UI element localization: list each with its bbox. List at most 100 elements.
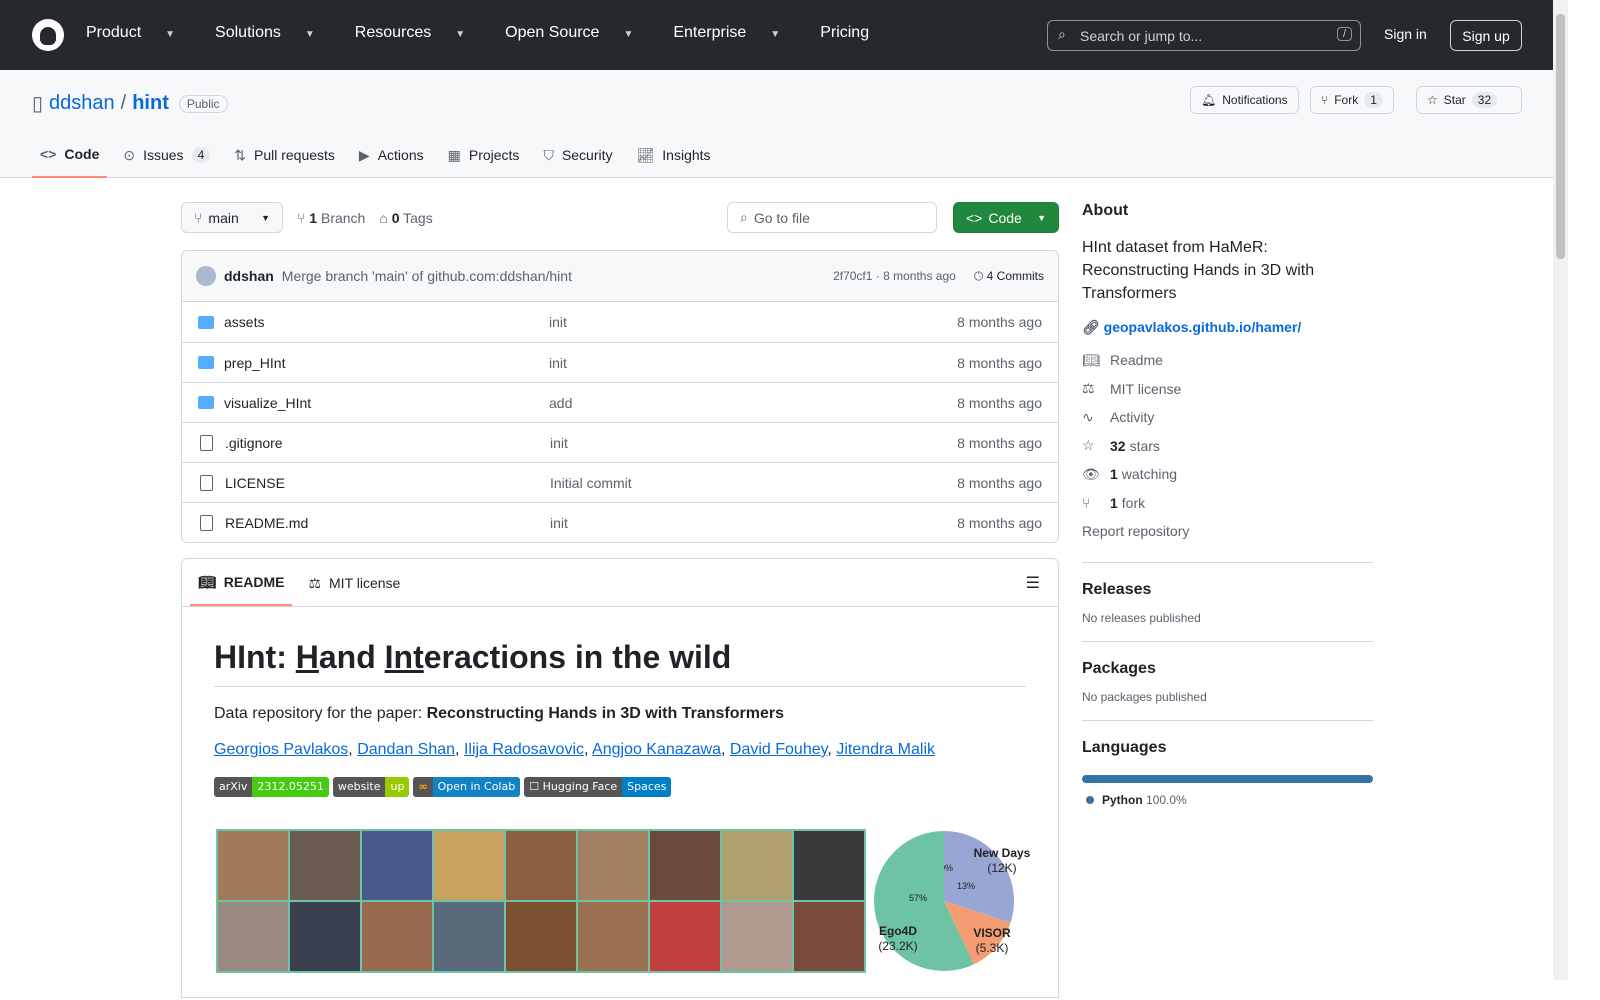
badge[interactable]: arXiv 2312.05251 [214,777,329,797]
author-link[interactable]: David Fouhey [729,741,828,758]
about-fork[interactable]: ⑂ 1 fork [1082,494,1146,511]
tab-license[interactable]: ⚖ MIT license [308,575,401,591]
pie-slice [944,901,1011,965]
report-repository-link[interactable]: Report repository [1082,523,1190,540]
repo-icon: ▯ [32,93,44,115]
author-link[interactable]: Georgios Pavlakos [214,741,349,758]
file-icon [200,434,213,451]
shortcut-key: / [1336,27,1352,41]
nav-1[interactable]: Solutions ▼ [215,24,315,41]
file-row[interactable]: visualize_HInt add 8 months ago [182,382,1058,422]
nav-4[interactable]: Enterprise ▼ [673,24,781,41]
nav-5[interactable]: Pricing [820,24,870,41]
nav-2[interactable]: Resources ▼ [354,24,466,41]
pull-request-icon: ⇅ [234,146,246,163]
nav-0[interactable]: Product ▼ [86,24,176,41]
about-activity[interactable]: ∿ Activity [1082,408,1155,426]
file-name-link[interactable]: README.md [225,514,309,531]
dataset-pie-chart: New Days(12K)30%VISOR(5.3K)13%Ego4D(23.2… [874,831,1031,971]
commits-link[interactable]: 🕓︎ 4 Commits [973,268,1044,283]
tab-projects[interactable]: ▦ Projects [447,146,520,164]
commit-author[interactable]: ddshan [224,268,274,284]
file-name-link[interactable]: assets [224,314,265,330]
about-watching[interactable]: 👁︎ 1 watching [1082,465,1178,483]
file-name-link[interactable]: prep_HInt [224,354,286,371]
about-mit-license[interactable]: ⚖ MIT license [1082,380,1182,397]
about-stars[interactable]: ☆ 32 stars [1082,437,1160,454]
code-dropdown-button[interactable]: <> Code ▼ [953,202,1059,233]
star-count: 32 [1471,92,1498,108]
owner-link[interactable]: ddshan [49,92,115,114]
tab-actions[interactable]: ▶ Actions [358,146,424,164]
commit-message[interactable]: Merge branch 'main' of github.com:ddshan… [281,268,572,284]
branches-link[interactable]: ⑂ 1 Branch [297,209,366,226]
releases-heading[interactable]: Releases [1082,580,1152,598]
search-icon: ⌕ [740,209,748,225]
file-commit-message[interactable]: init [550,514,568,531]
file-name-link[interactable]: visualize_HInt [224,394,312,411]
hand-image [434,902,504,971]
issue-icon: ⊙ [123,146,136,163]
tab-pull-requests[interactable]: ⇅ Pull requests [234,146,335,164]
nav-3[interactable]: Open Source ▼ [505,24,634,41]
author-link[interactable]: Dandan Shan [357,741,456,758]
repo-tabs: <> Code ⊙ Issues 4 ⇅ Pull requests ▶ Actions ▦ Pro… [32,142,727,178]
outline-icon[interactable]: ☰ [1025,574,1040,592]
author-link[interactable]: Angjoo Kanazawa [592,741,721,758]
file-row[interactable]: assets init 8 months ago [182,302,1058,342]
file-commit-message[interactable]: Initial commit [550,474,632,491]
pie-label: New Days [974,846,1031,860]
search-input[interactable]: ⌕ Search or jump to... / [1047,20,1361,51]
go-to-file-input[interactable]: ⌕ Go to file [727,202,937,233]
file-row[interactable]: LICENSE Initial commit 8 months ago [182,462,1058,502]
author-link[interactable]: Jitendra Malik [836,741,936,758]
folder-icon [198,356,214,369]
file-name-link[interactable]: LICENSE [225,474,285,491]
commit-sha-time[interactable]: 2f70cf1 · 8 months ago [833,269,956,283]
star-button[interactable]: ☆ Star 32 [1416,86,1522,114]
badge[interactable]: ☐ Hugging Face Spaces [524,777,672,797]
file-row[interactable]: .gitignore init 8 months ago [182,422,1058,462]
author-link[interactable]: Ilija Radosavovic [463,741,584,758]
file-commit-message[interactable]: init [549,314,567,330]
releases-empty: No releases published [1082,610,1201,625]
repo-name-link[interactable]: hint [132,92,169,114]
sign-in-link[interactable]: Sign in [1384,26,1427,42]
packages-heading[interactable]: Packages [1082,659,1156,677]
file-commit-message[interactable]: init [549,354,567,371]
file-row[interactable]: README.md init 8 months ago [182,502,1058,542]
hand-image [794,831,864,900]
tab-security[interactable]: ⛉ Security [543,146,613,164]
main-content: ⑂ main ▼ ⑂ 1 Branch ⌂ 0 Tags ⌕ Go to file <… [181,202,1059,998]
avatar[interactable] [196,266,216,286]
readme-title: HInt: Hand Interactions in the wild [214,639,1026,687]
scrollbar[interactable] [1553,0,1568,980]
issue-count: 4 [191,147,211,163]
hand-image [362,902,432,971]
book-icon: 📖︎ [198,574,216,590]
sign-up-button[interactable]: Sign up [1450,20,1522,51]
badge[interactable]: ∞ Open in Colab [413,777,521,797]
fork-button[interactable]: ⑂ Fork 1 [1310,86,1394,114]
tab-code[interactable]: <> Code [32,142,108,178]
homepage-link[interactable]: 🔗︎ geopavlakos.github.io/hamer/ [1082,319,1302,335]
link-icon: 🔗︎ [1082,319,1100,335]
file-commit-message[interactable]: add [549,394,573,411]
github-logo-icon[interactable] [32,19,64,51]
tab-issues[interactable]: ⊙ Issues 4 [115,142,218,178]
file-icon [200,474,213,491]
notifications-button[interactable]: 🔔︎ Notifications [1190,86,1299,114]
file-row[interactable]: prep_HInt init 8 months ago [182,342,1058,382]
hand-image [650,831,720,900]
scrollbar-thumb[interactable] [1556,14,1565,259]
branch-select[interactable]: ⑂ main ▼ [181,202,283,233]
tab-insights[interactable]: 📈︎ Insights [636,146,711,164]
language-bar [1082,774,1373,783]
about-readme[interactable]: 📖︎ Readme [1082,351,1163,369]
tab-readme[interactable]: 📖︎ README [190,559,293,606]
file-commit-message[interactable]: init [550,434,568,451]
badge[interactable]: website up [332,777,410,797]
tags-link[interactable]: ⌂ 0 Tags [379,209,433,226]
language-python[interactable]: Python 100.0% [1082,793,1373,807]
file-name-link[interactable]: .gitignore [225,434,283,451]
